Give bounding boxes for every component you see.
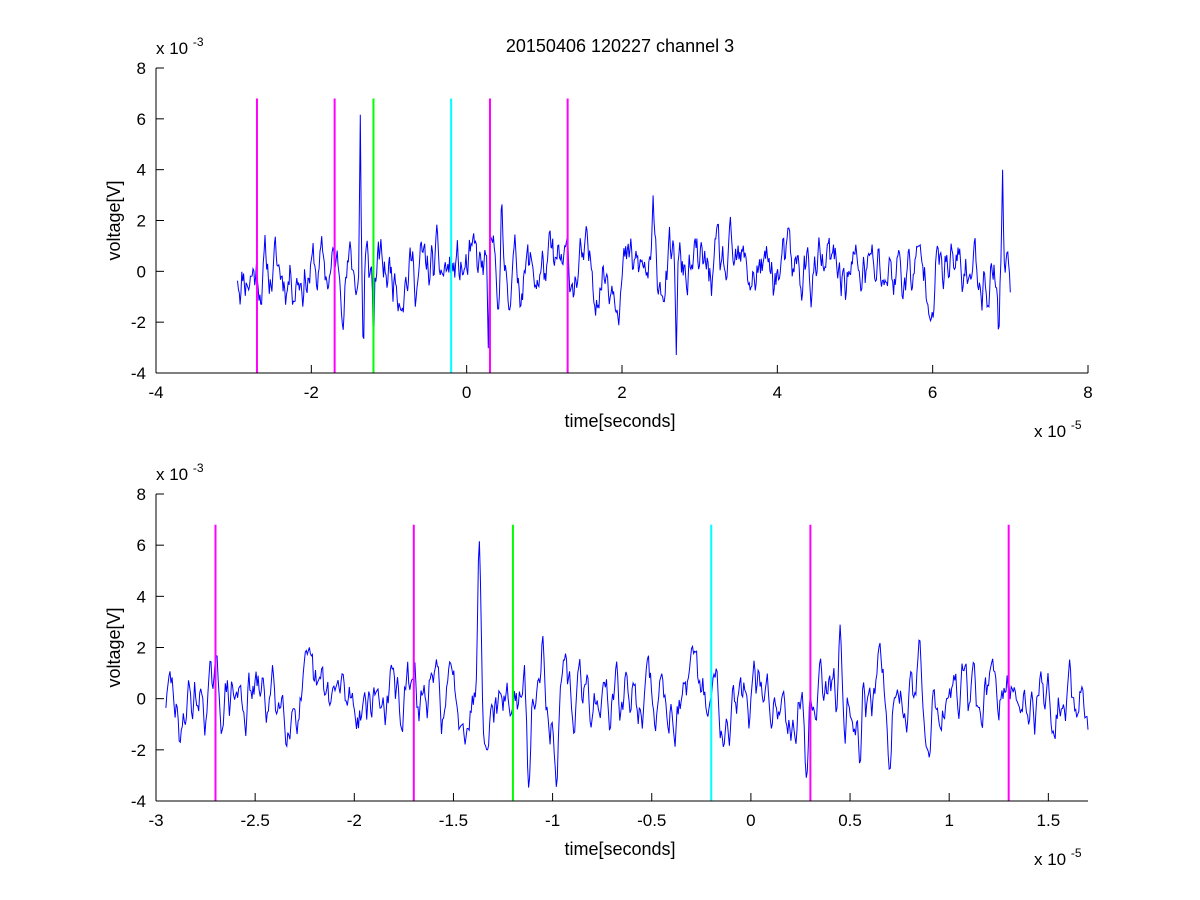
subplot-bottom: -3 -2.5 -2 -1.5 -1 -0.5 0 0.5 1 1.5 -4 -2 0 2 4 6 8 time[…: [104, 461, 1089, 869]
y-tick-label-1-6: 8: [137, 485, 146, 504]
x-axis-label-0: time[seconds]: [564, 411, 675, 431]
y-exponent-power-1: -3: [193, 461, 204, 475]
y-tick-label-0-6: 8: [137, 59, 146, 78]
y-tick-label-0-3: 2: [137, 212, 146, 231]
series-1-0-line: [165, 541, 1089, 788]
x-tick-label-1-9: 1.5: [1037, 811, 1061, 830]
x-tick-label-1-3: -1.5: [439, 811, 468, 830]
x-tick-label-1-5: -0.5: [637, 811, 666, 830]
y-tick-label-0-0: -4: [131, 364, 146, 383]
x-tick-label-1-2: -2: [347, 811, 362, 830]
y-tick-label-1-2: 0: [137, 690, 146, 709]
y-axis-label-1: voltage[V]: [104, 607, 124, 687]
x-tick-label-0-3: 2: [617, 383, 626, 402]
y-tick-label-0-1: -2: [131, 313, 146, 332]
y-tick-label-0-4: 4: [137, 161, 146, 180]
x-tick-label-1-4: -1: [545, 811, 560, 830]
x-exponent-power-1: -5: [1071, 846, 1082, 860]
y-tick-label-0-2: 0: [137, 262, 146, 281]
x-tick-label-0-0: -4: [148, 383, 163, 402]
figure-title: 20150406 120227 channel 3: [506, 36, 734, 56]
y-exponent-label-0: x 10 -3: [156, 35, 204, 58]
y-tick-label-1-3: 2: [137, 639, 146, 658]
x-tick-label-0-1: -2: [304, 383, 319, 402]
x-exponent-power-0: -5: [1071, 418, 1082, 432]
x-tick-label-1-6: 0: [746, 811, 755, 830]
x-tick-label-1-8: 1: [944, 811, 953, 830]
y-tick-label-1-4: 4: [137, 587, 146, 606]
y-axis-label-0: voltage[V]: [104, 180, 124, 260]
series-0-0-line: [237, 114, 1011, 356]
subplot-top: -4 -2 0 2 4 6 8 -4 -2 0 2 4 6 8 time[seconds] voltage[V…: [104, 35, 1093, 441]
y-tick-label-1-1: -2: [131, 741, 146, 760]
x-exponent-label-0: x 10 -5: [1034, 418, 1082, 441]
y-tick-label-1-5: 6: [137, 536, 146, 555]
x-axis-label-1: time[seconds]: [564, 839, 675, 859]
x-tick-label-1-1: -2.5: [241, 811, 270, 830]
x-tick-label-0-4: 4: [773, 383, 782, 402]
y-tick-label-1-0: -4: [131, 792, 146, 811]
y-exponent-power-0: -3: [193, 35, 204, 49]
x-tick-label-0-6: 8: [1083, 383, 1092, 402]
y-tick-label-0-5: 6: [137, 110, 146, 129]
x-tick-label-1-7: 0.5: [838, 811, 862, 830]
x-tick-label-1-0: -3: [148, 811, 163, 830]
x-tick-label-0-2: 0: [462, 383, 471, 402]
x-exponent-label-1: x 10 -5: [1034, 846, 1082, 869]
y-exponent-label-1: x 10 -3: [156, 461, 204, 484]
x-tick-label-0-5: 6: [928, 383, 937, 402]
